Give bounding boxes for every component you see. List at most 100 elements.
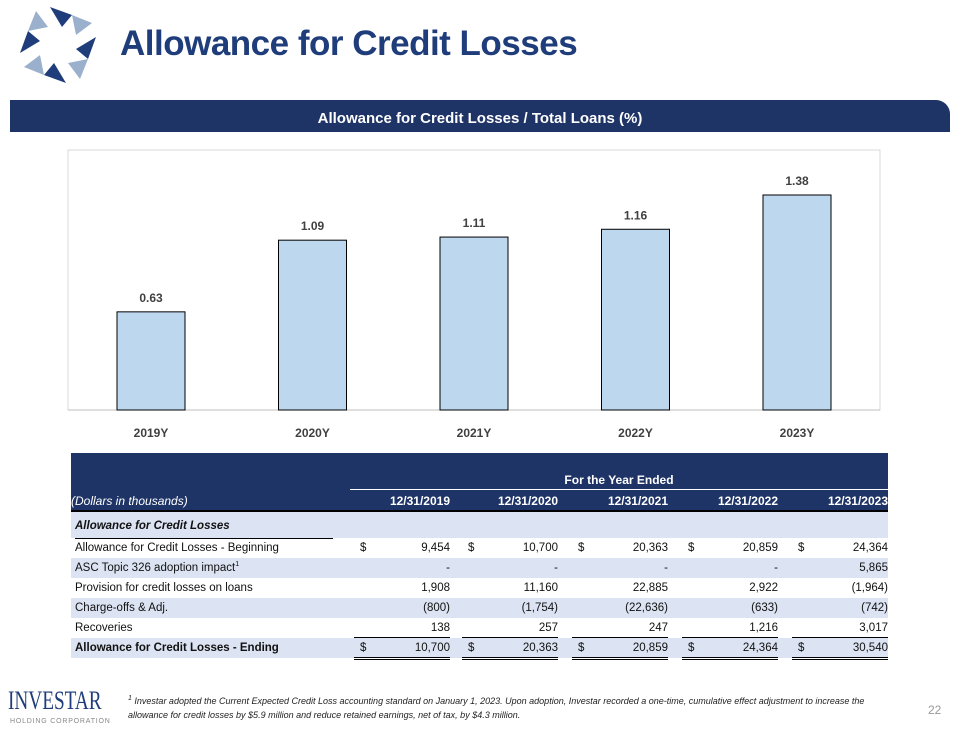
column-header: 12/31/2023 xyxy=(827,494,888,508)
cell-value: 20,363 xyxy=(632,542,668,554)
data-label: 1.16 xyxy=(624,208,648,222)
column-header: 12/31/2020 xyxy=(497,494,558,508)
bar xyxy=(601,228,670,411)
dollar-sign: $ xyxy=(468,642,475,654)
data-label: 1.09 xyxy=(301,219,325,233)
super-header: For the Year Ended xyxy=(564,473,674,487)
x-tick-label: 2019Y xyxy=(134,426,169,440)
dollar-sign: $ xyxy=(798,642,805,654)
footnote: 1 Investar adopted the Current Expected … xyxy=(128,692,898,722)
cell-value: 138 xyxy=(430,622,450,634)
x-tick-label: 2021Y xyxy=(457,426,492,440)
cell-value: 3,017 xyxy=(859,622,888,634)
section-label: Allowance for Credit Losses xyxy=(75,514,333,539)
table-row: Allowance for Credit Losses - Beginning $… xyxy=(71,538,888,558)
table-row: Allowance for Credit Losses - Ending $10,… xyxy=(71,638,888,660)
data-label: 1.38 xyxy=(785,174,809,188)
table-row: Charge-offs & Adj. (800) (1,754) (22,636) (6… xyxy=(71,598,888,618)
row-label: Charge-offs & Adj. xyxy=(75,602,169,614)
chart-banner: Allowance for Credit Losses / Total Loan… xyxy=(10,100,950,132)
cell-value: - xyxy=(664,562,668,574)
column-header: 12/31/2019 xyxy=(389,494,450,508)
cell-value: 9,454 xyxy=(421,542,450,554)
cell-value: - xyxy=(774,562,778,574)
cell-value: (1,754) xyxy=(521,602,558,614)
cell-rule xyxy=(682,618,778,638)
table-header: For the Year Ended (Dollars in thousands… xyxy=(71,453,888,510)
row-label: ASC Topic 326 adoption impact1 xyxy=(75,561,240,574)
row-label: Allowance for Credit Losses - Ending xyxy=(75,642,279,654)
data-label: 1.11 xyxy=(463,216,486,230)
cell-value: (800) xyxy=(423,602,450,614)
cell-value: 5,865 xyxy=(859,562,888,574)
cell-value: (742) xyxy=(861,602,888,614)
cell-rule xyxy=(572,618,668,638)
cell-rule xyxy=(682,638,778,660)
row-label: Allowance for Credit Losses - Beginning xyxy=(75,542,279,554)
cell-value: 10,700 xyxy=(414,642,450,654)
cell-value: 22,885 xyxy=(632,582,668,594)
cell-rule xyxy=(462,618,558,638)
header-divider xyxy=(350,489,888,490)
cell-rule xyxy=(572,638,668,660)
x-tick-label: 2023Y xyxy=(780,426,815,440)
column-header: 12/31/2021 xyxy=(607,494,668,508)
dollar-sign: $ xyxy=(798,542,805,554)
cell-value: 24,364 xyxy=(742,642,778,654)
dollar-sign: $ xyxy=(688,642,695,654)
data-label: 0.63 xyxy=(139,291,163,305)
cell-rule xyxy=(354,638,450,660)
table-row: Provision for credit losses on loans 1,90… xyxy=(71,578,888,598)
bar xyxy=(116,311,186,411)
bar xyxy=(762,194,832,411)
cell-value: 24,364 xyxy=(852,542,888,554)
cell-rule xyxy=(354,618,450,638)
table-row: ASC Topic 326 adoption impact1 - - - - 5,865 xyxy=(71,558,888,578)
section-row: Allowance for Credit Losses xyxy=(71,512,888,539)
bar xyxy=(439,236,509,411)
allowance-table: For the Year Ended (Dollars in thousands… xyxy=(71,453,888,660)
cell-value: 1,908 xyxy=(421,582,450,594)
cell-value: - xyxy=(554,562,558,574)
cell-value: 257 xyxy=(538,622,558,634)
unit-label: (Dollars in thousands) xyxy=(71,494,188,508)
bar xyxy=(278,239,347,411)
column-header: 12/31/2022 xyxy=(717,494,778,508)
header-rule xyxy=(71,510,888,512)
cell-value: - xyxy=(446,562,450,574)
cell-value: 30,540 xyxy=(852,642,888,654)
footnote-text: Investar adopted the Current Expected Cr… xyxy=(128,696,865,720)
cell-value: (633) xyxy=(751,602,778,614)
cell-rule xyxy=(792,638,888,660)
dollar-sign: $ xyxy=(578,642,585,654)
investar-logo: INVESTAR xyxy=(8,686,102,715)
row-label: Provision for credit losses on loans xyxy=(75,582,253,594)
cell-value: 2,922 xyxy=(749,582,778,594)
dollar-sign: $ xyxy=(360,542,367,554)
cell-value: 247 xyxy=(648,622,668,634)
cell-value: 10,700 xyxy=(522,542,558,554)
cell-value: (1,964) xyxy=(851,582,888,594)
page-number: 22 xyxy=(928,703,942,717)
footnote-mark: 1 xyxy=(128,695,132,702)
x-tick-label: 2020Y xyxy=(295,426,330,440)
cell-rule xyxy=(462,638,558,660)
cell-value: 1,216 xyxy=(749,622,778,634)
dollar-sign: $ xyxy=(578,542,585,554)
dollar-sign: $ xyxy=(468,542,475,554)
x-tick-label: 2022Y xyxy=(618,426,653,440)
page-title: Allowance for Credit Losses xyxy=(120,24,578,63)
cell-value: 20,859 xyxy=(742,542,778,554)
dollar-sign: $ xyxy=(688,542,695,554)
bar-chart: 0.63 2019Y 1.09 2020Y 1.11 2021Y 1.16 2022Y 1.38… xyxy=(67,149,881,440)
investar-logo-sub: HOLDING CORPORATION xyxy=(10,718,111,725)
cell-rule xyxy=(792,618,888,638)
dollar-sign: $ xyxy=(360,642,367,654)
cell-value: 20,859 xyxy=(632,642,668,654)
cell-value: 20,363 xyxy=(522,642,558,654)
cell-value: (22,636) xyxy=(625,602,668,614)
table-row: Recoveries 138 257 247 1,216 3,017 xyxy=(71,618,888,638)
company-logo-icon xyxy=(20,7,96,83)
cell-value: 11,160 xyxy=(523,582,558,594)
